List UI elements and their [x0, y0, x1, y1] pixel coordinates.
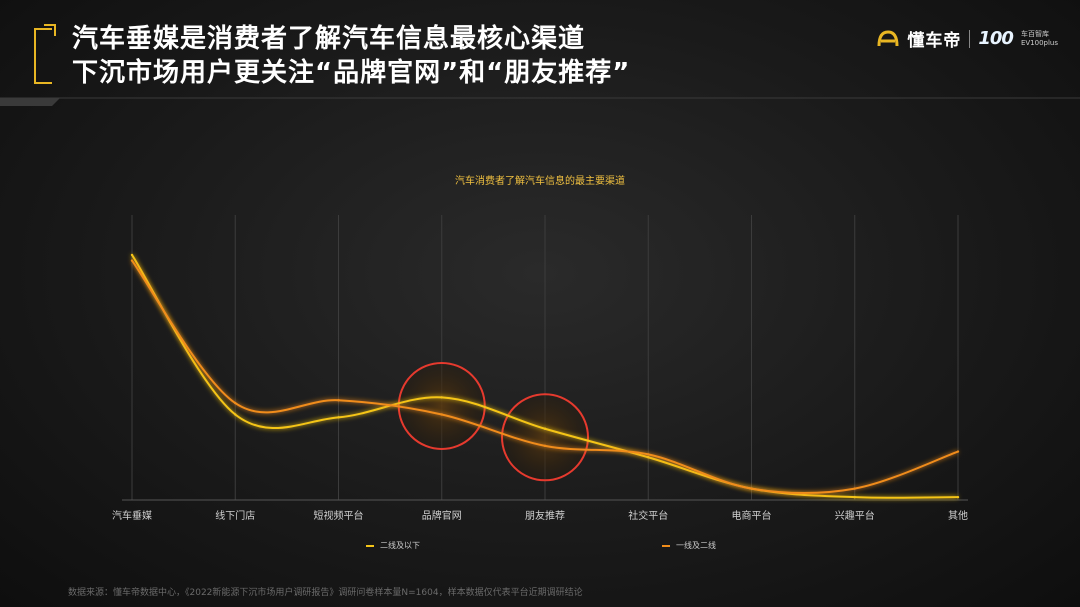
dongchedi-logo-icon: [877, 29, 899, 46]
data-point: [337, 399, 340, 402]
highlight-circle: [397, 361, 486, 450]
data-point: [337, 416, 340, 419]
data-point: [130, 253, 134, 257]
brand-logos: 懂车帝 100 车百智库 EV100plus: [877, 26, 1058, 51]
data-point: [234, 413, 237, 416]
data-point: [440, 413, 443, 416]
x-tick-label: 兴趣平台: [835, 509, 875, 522]
legend-swatch-series-2: [662, 544, 670, 547]
x-tick-label: 社交平台: [628, 509, 668, 522]
brand-name: 懂车帝: [907, 31, 962, 51]
title-bracket-tab: [44, 24, 56, 36]
highlight-circle: [501, 393, 589, 482]
legend-item-series-2: 一线及二线: [662, 540, 716, 551]
data-point: [853, 487, 856, 490]
x-tick-label: 汽车垂媒: [112, 509, 152, 522]
x-tick-label: 短视频平台: [314, 509, 364, 522]
data-point: [543, 444, 547, 448]
legend-swatch-series-1: [366, 544, 374, 547]
brand-divider: [969, 29, 971, 48]
data-point: [543, 427, 547, 430]
x-tick-label: 电商平台: [732, 509, 772, 522]
ev100-logo-subtitle: 车百智库 EV100plus: [1021, 30, 1058, 48]
page-title-line1: 汽车垂媒是消费者了解汽车信息最核心渠道: [72, 24, 586, 54]
data-point: [647, 456, 650, 459]
chart-title: 汽车消费者了解汽车信息的最主要渠道: [455, 176, 625, 187]
page-title-line2: 下沉市场用户更关注“品牌官网”和“朋友推荐”: [72, 58, 631, 88]
data-point: [647, 453, 650, 456]
data-point: [956, 495, 960, 499]
data-point: [750, 487, 753, 490]
page-title: 汽车垂媒是消费者了解汽车信息最核心渠道 下沉市场用户更关注“品牌官网”和“朋友推…: [72, 22, 630, 90]
legend-label-series-2: 一线及二线: [676, 541, 716, 550]
data-point: [130, 259, 134, 262]
ev100-logo-number: 100: [978, 28, 1014, 49]
legend-label-series-1: 二线及以下: [380, 541, 420, 550]
x-tick-label: 其他: [948, 509, 968, 522]
data-point: [234, 401, 237, 405]
data-point: [956, 450, 960, 453]
ev100-logo-subtitle-line1: 车百智库: [1020, 29, 1049, 38]
data-source-note: 数据来源：懂车帝数据中心，《2022新能源下沉市场用户调研报告》调研问卷样本量N…: [68, 588, 583, 598]
x-tick-label: 朋友推荐: [525, 509, 565, 522]
x-tick-label: 品牌官网: [422, 509, 462, 522]
data-point: [440, 396, 443, 399]
data-point: [853, 495, 856, 499]
header-divider: [0, 97, 1080, 106]
ev100-logo-subtitle-line2: EV100plus: [1020, 38, 1058, 47]
line-chart: 汽车垂媒 线下门店 短视频平台 品牌官网 朋友推荐 社交平台 电商平台 兴趣平台 其他: [112, 215, 968, 522]
title-bracket-decoration: [34, 28, 52, 84]
x-tick-label: 线下门店: [215, 509, 255, 522]
legend-item-series-1: 二线及以下: [366, 540, 420, 551]
series-line-2: [131, 260, 959, 495]
series-line-1: [131, 254, 959, 499]
